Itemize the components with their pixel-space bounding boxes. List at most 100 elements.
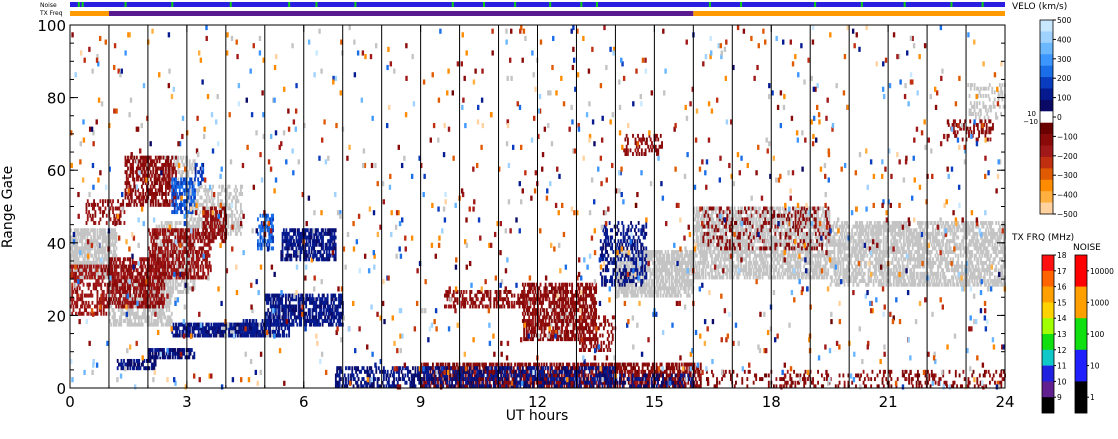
echo-cell [687,293,690,298]
echo-cell [75,235,77,240]
echo-cell [155,308,158,313]
echo-cell [168,231,171,236]
echo-cell [138,322,140,327]
echo-cell [688,250,691,254]
echo-cell [718,224,721,229]
echo-cell [884,268,886,273]
echo-cell [660,279,663,284]
echo-cell [205,206,208,211]
echo-cell [694,224,697,229]
echo-cell [849,260,852,265]
echo-cell [852,282,855,287]
echo-cell [138,315,140,320]
echo-cell [188,257,191,262]
echo-cell [704,260,707,265]
echo-cell [616,268,619,273]
echo-cell [916,271,919,276]
echo-cell [649,275,652,280]
echo-cell [688,282,691,287]
echo-cell [724,235,727,240]
echo-cell [919,260,922,265]
echo-cell [711,260,713,265]
echo-cell [153,308,156,313]
echo-cell [94,239,96,244]
echo-cell [227,195,230,200]
echo-cell [899,224,902,229]
echo-cell [980,271,982,276]
echo-cell [90,260,93,265]
echo-cell [842,239,845,244]
echo-cell [959,253,962,258]
echo-cell [676,279,678,284]
echo-cell [180,279,183,284]
echo-cell [919,282,922,287]
echo-cell [708,224,711,229]
echo-cell [677,271,680,276]
echo-cell [210,195,213,200]
echo-cell [712,275,715,280]
echo-cell [625,293,628,298]
echo-cell [234,228,237,233]
echo-cell [169,279,172,284]
echo-cell [684,286,687,291]
echo-cell [695,271,698,276]
echo-cell [112,319,115,323]
echo-cell [870,279,872,284]
echo-cell [112,322,115,327]
echo-cell [721,213,723,218]
echo-cell [682,260,685,265]
echo-cell [719,264,722,269]
echo-cell [99,235,101,240]
echo-cell [702,210,705,215]
echo-cell [109,246,112,251]
echo-cell [686,275,689,280]
echo-cell [699,224,702,229]
echo-cell [616,289,619,294]
echo-cell [902,271,905,276]
echo-cell [205,202,208,207]
echo-cell [655,257,658,262]
echo-cell [102,228,105,233]
echo-cell [705,210,708,215]
echo-cell [712,210,715,215]
echo-cell [684,253,687,258]
echo-cell [213,210,216,215]
echo-cell [620,289,623,294]
echo-cell [168,300,171,305]
echo-cell [178,221,181,225]
echo-cell [640,289,643,294]
echo-cell [718,250,721,254]
echo-cell [810,235,813,240]
echo-cell [828,210,831,215]
echo-cell [968,231,971,236]
echo-cell [691,282,694,287]
echo-cell [711,275,713,280]
echo-cell [911,239,914,244]
echo-cell [755,206,758,211]
echo-cell [687,279,690,284]
echo-cell [654,289,657,294]
echo-cell [762,228,765,233]
echo-cell [713,246,716,251]
echo-cell [684,268,687,273]
echo-cell [170,311,173,316]
echo-cell [940,260,943,265]
echo-cell [227,231,230,236]
echo-cell [719,231,722,236]
echo-cell [775,268,778,273]
echo-cell [905,250,908,254]
echo-cell [737,264,740,269]
echo-cell [650,253,653,258]
echo-cell [704,275,707,280]
echo-cell [153,289,156,294]
echo-cell [697,228,699,233]
echo-cell [678,257,681,262]
echo-cell [112,293,115,298]
echo-cell [109,250,112,254]
echo-cell [158,282,161,287]
echo-cell [668,253,671,258]
echo-cell [169,322,172,327]
echo-cell [76,231,79,236]
